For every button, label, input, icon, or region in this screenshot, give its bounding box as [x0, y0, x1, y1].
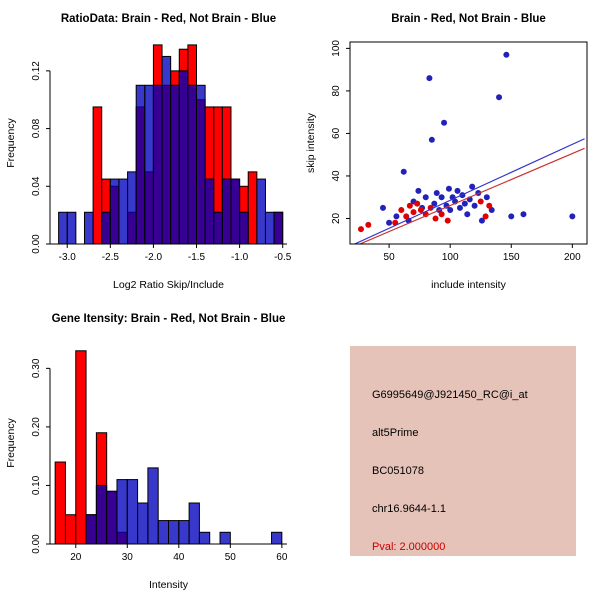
gene-histogram-chart: Gene Itensity: Brain - Red, Not Brain - …	[0, 300, 300, 600]
svg-text:60: 60	[331, 127, 342, 139]
panel-intensity-scatter: Brain - Red, Not Brain - Blue 50 100 150 200…	[300, 0, 600, 300]
intensity-scatter-chart: Brain - Red, Not Brain - Blue 50 100 150 200…	[300, 0, 600, 305]
svg-text:200: 200	[564, 252, 581, 263]
svg-text:150: 150	[503, 252, 520, 263]
svg-text:50: 50	[225, 552, 237, 563]
svg-text:RatioData: Brain - Red, Not Br: RatioData: Brain - Red, Not Brain - Blue	[61, 13, 276, 25]
svg-text:0.00: 0.00	[31, 234, 42, 254]
svg-text:Frequency: Frequency	[5, 117, 17, 167]
svg-text:Intensity: Intensity	[149, 579, 189, 591]
svg-text:30: 30	[122, 552, 134, 563]
svg-text:40: 40	[173, 552, 185, 563]
pval: Pval: 2.000000	[372, 541, 446, 553]
svg-text:0.12: 0.12	[31, 61, 42, 81]
panel-ratio-histogram: RatioData: Brain - Red, Not Brain - Blue…	[0, 0, 300, 300]
ratio-histogram-chart: RatioData: Brain - Red, Not Brain - Blue…	[0, 0, 300, 305]
svg-text:80: 80	[331, 85, 342, 97]
svg-text:60: 60	[276, 552, 288, 563]
svg-text:-0.5: -0.5	[274, 252, 292, 263]
svg-text:0.08: 0.08	[31, 118, 42, 138]
svg-text:skip intensity: skip intensity	[305, 112, 317, 173]
svg-text:0.04: 0.04	[31, 176, 42, 196]
svg-text:0.20: 0.20	[31, 417, 42, 437]
svg-text:100: 100	[331, 40, 342, 57]
svg-text:100: 100	[442, 252, 459, 263]
svg-text:0.30: 0.30	[31, 358, 42, 378]
svg-text:Brain - Red, Not Brain - Blue: Brain - Red, Not Brain - Blue	[391, 13, 546, 25]
svg-text:20: 20	[70, 552, 82, 563]
panel-info: G6995649@J921450_RC@i_at alt5Prime BC051…	[300, 300, 600, 600]
svg-text:-2.0: -2.0	[145, 252, 163, 263]
event-type: alt5Prime	[372, 427, 419, 439]
svg-text:Frequency: Frequency	[5, 417, 17, 467]
svg-text:include intensity: include intensity	[431, 279, 506, 291]
info-box: G6995649@J921450_RC@i_at alt5Prime BC051…	[350, 346, 576, 556]
svg-text:50: 50	[384, 252, 396, 263]
svg-text:0.00: 0.00	[31, 534, 42, 554]
svg-text:0.10: 0.10	[31, 475, 42, 495]
svg-text:40: 40	[331, 170, 342, 182]
svg-text:-1.5: -1.5	[188, 252, 206, 263]
svg-text:20: 20	[331, 212, 342, 224]
panel-gene-histogram: Gene Itensity: Brain - Red, Not Brain - …	[0, 300, 300, 600]
svg-text:-2.5: -2.5	[102, 252, 120, 263]
accession: BC051078	[372, 465, 424, 477]
svg-text:-3.0: -3.0	[59, 252, 77, 263]
probe-id: G6995649@J921450_RC@i_at	[372, 389, 528, 401]
chromosome-location: chr16.9644-1.1	[372, 503, 446, 515]
svg-text:Log2 Ratio Skip/Include: Log2 Ratio Skip/Include	[113, 279, 224, 291]
svg-text:-1.0: -1.0	[231, 252, 249, 263]
svg-text:Gene Itensity: Brain - Red, No: Gene Itensity: Brain - Red, Not Brain - …	[52, 313, 286, 325]
